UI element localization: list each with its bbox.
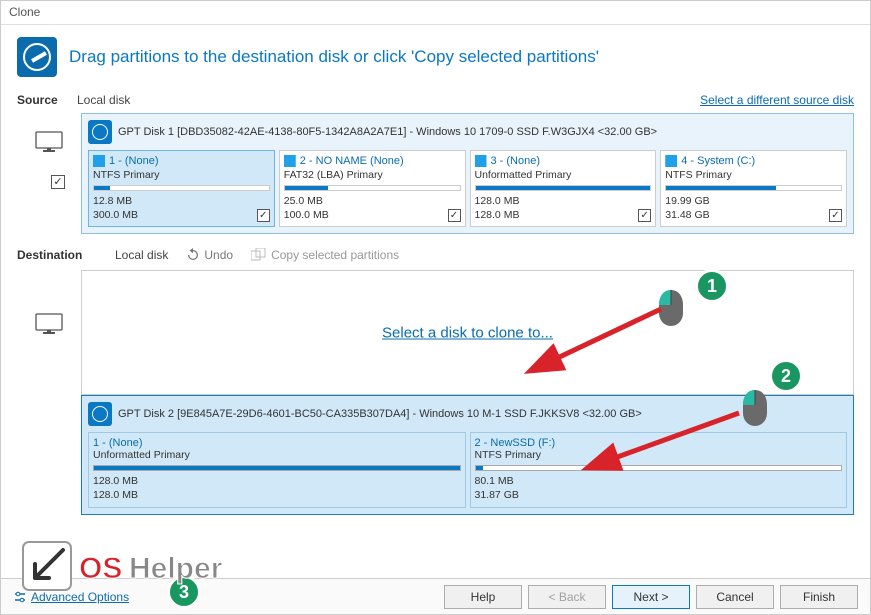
usage-bar (475, 185, 652, 191)
partition-fs: NTFS Primary (93, 169, 270, 181)
usage-bar (93, 465, 461, 471)
source-partition-card[interactable]: 2 - NO NAME (None) FAT32 (LBA) Primary 25.… (279, 150, 466, 227)
partition-stats: 25.0 MB100.0 MB (284, 195, 461, 222)
destination-disk-panel[interactable]: GPT Disk 2 [9E845A7E-29D6-4601-BC50-CA33… (81, 395, 854, 514)
cancel-button[interactable]: Cancel (696, 585, 774, 609)
source-disk-panel: GPT Disk 1 [DBD35082-42AE-4138-80F5-1342… (81, 113, 854, 234)
destination-partition-card[interactable]: 1 - (None)Unformatted Primary 128.0 MB128… (88, 432, 466, 507)
select-all-partitions-checkbox[interactable] (51, 175, 65, 189)
destination-disk-type: Local disk (115, 248, 168, 262)
windows-flag-icon (665, 155, 677, 167)
partition-fs: FAT32 (LBA) Primary (284, 169, 461, 181)
destination-partition-card[interactable]: 2 - NewSSD (F:)NTFS Primary 80.1 MB31.87 … (470, 432, 848, 507)
partition-stats: 19.99 GB31.48 GB (665, 195, 842, 222)
partition-stats: 12.8 MB300.0 MB (93, 195, 270, 222)
source-partition-card[interactable]: 1 - (None) NTFS Primary 12.8 MB300.0 MB (88, 150, 275, 227)
source-section-header: Source Local disk Select a different sou… (1, 89, 870, 111)
back-button[interactable]: < Back (528, 585, 606, 609)
header: Drag partitions to the destination disk … (1, 25, 870, 89)
partition-checkbox[interactable] (829, 209, 842, 222)
partition-title: 1 - (None) (93, 437, 461, 449)
partition-title: 2 - NewSSD (F:) (475, 437, 843, 449)
disk-icon (88, 120, 112, 144)
partition-fs: NTFS Primary (665, 169, 842, 181)
window-title: Clone (1, 1, 870, 25)
copy-selected-label: Copy selected partitions (271, 248, 399, 262)
help-button[interactable]: Help (444, 585, 522, 609)
next-button[interactable]: Next > (612, 585, 690, 609)
undo-label: Undo (204, 248, 233, 262)
finish-button[interactable]: Finish (780, 585, 858, 609)
source-disk-title: GPT Disk 1 [DBD35082-42AE-4138-80F5-1342… (118, 126, 657, 138)
computer-icon (35, 313, 63, 335)
partition-fs: Unformatted Primary (475, 169, 652, 181)
usage-bar (665, 185, 842, 191)
usage-bar (284, 185, 461, 191)
partition-stats: 80.1 MB31.87 GB (475, 475, 843, 502)
destination-disk-title: GPT Disk 2 [9E845A7E-29D6-4601-BC50-CA33… (118, 408, 642, 420)
disk-icon (88, 402, 112, 426)
select-different-source-link[interactable]: Select a different source disk (700, 93, 854, 107)
partition-checkbox[interactable] (448, 209, 461, 222)
partition-stats: 128.0 MB128.0 MB (475, 195, 652, 222)
source-partition-card[interactable]: 4 - System (C:) NTFS Primary 19.99 GB31.48… (660, 150, 847, 227)
header-instruction: Drag partitions to the destination disk … (69, 47, 599, 67)
windows-flag-icon (475, 155, 487, 167)
partition-checkbox[interactable] (638, 209, 651, 222)
partition-title: 4 - System (C:) (681, 155, 755, 167)
windows-flag-icon (284, 155, 296, 167)
select-destination-link[interactable]: Select a disk to clone to... (382, 324, 553, 341)
svg-text:OS: OS (79, 552, 122, 585)
usage-bar (93, 185, 270, 191)
partition-title: 3 - (None) (491, 155, 541, 167)
destination-drop-area[interactable]: Select a disk to clone to... (81, 270, 854, 395)
clone-disk-icon (17, 37, 57, 77)
copy-selected-button[interactable]: Copy selected partitions (251, 248, 399, 262)
destination-label: Destination (17, 248, 97, 262)
watermark-os-helper: OS Helper (21, 536, 291, 594)
windows-flag-icon (93, 155, 105, 167)
partition-stats: 128.0 MB128.0 MB (93, 475, 461, 502)
partition-title: 2 - NO NAME (None) (300, 155, 404, 167)
usage-bar (475, 465, 843, 471)
computer-icon (35, 131, 63, 153)
source-partition-card[interactable]: 3 - (None) Unformatted Primary 128.0 MB128… (470, 150, 657, 227)
source-side-icons (17, 125, 77, 189)
source-label: Source (17, 93, 77, 107)
source-disk-type: Local disk (77, 93, 130, 107)
partition-fs: Unformatted Primary (93, 449, 461, 461)
partition-fs: NTFS Primary (475, 449, 843, 461)
partition-checkbox[interactable] (257, 209, 270, 222)
destination-section-header: Destination Local disk Undo Copy selecte… (1, 242, 870, 268)
undo-button[interactable]: Undo (186, 248, 233, 262)
svg-text:Helper: Helper (129, 552, 223, 585)
partition-title: 1 - (None) (109, 155, 159, 167)
